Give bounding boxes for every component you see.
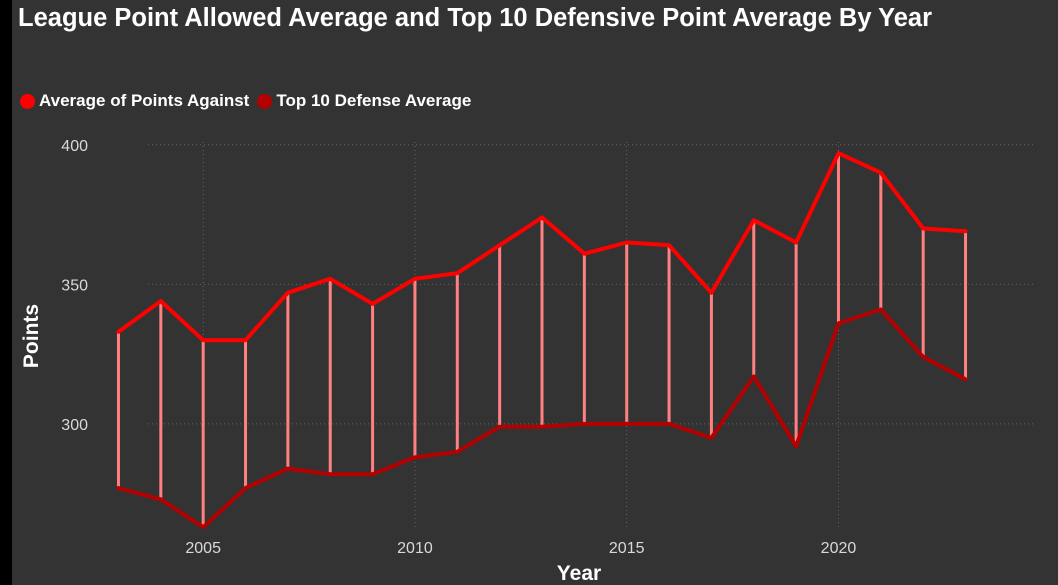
axis-ticks: 300 350 400 2005 2010 2015 2020 [61,138,856,557]
chart-legend: Average of Points Against Top 10 Defense… [20,90,479,112]
legend-marker-points-against [20,93,35,109]
y-axis-title: Points [20,304,43,368]
y-tick-label-350: 350 [61,277,88,294]
x-tick-label-2005: 2005 [185,540,221,557]
x-tick-label-2015: 2015 [609,540,645,557]
series-lines [116,151,968,530]
y-tick-label-300: 300 [61,417,88,434]
legend-item-points-against[interactable]: Average of Points Against [20,91,249,111]
x-axis-title: Year [557,562,601,585]
chart-title: League Point Allowed Average and Top 10 … [18,4,933,32]
x-tick-label-2010: 2010 [397,540,433,557]
y-tick-label-400: 400 [61,138,88,155]
series-line-top10-defense [116,307,968,530]
legend-item-top10-defense[interactable]: Top 10 Defense Average [257,91,471,111]
series-line-points-against [116,151,968,343]
legend-label-top10-defense: Top 10 Defense Average [276,91,472,110]
x-tick-label-2020: 2020 [821,540,857,557]
chart-panel [12,0,1058,585]
legend-marker-top10-defense [257,93,273,109]
range-bars [116,153,968,528]
legend-label-points-against: Average of Points Against [39,91,250,110]
